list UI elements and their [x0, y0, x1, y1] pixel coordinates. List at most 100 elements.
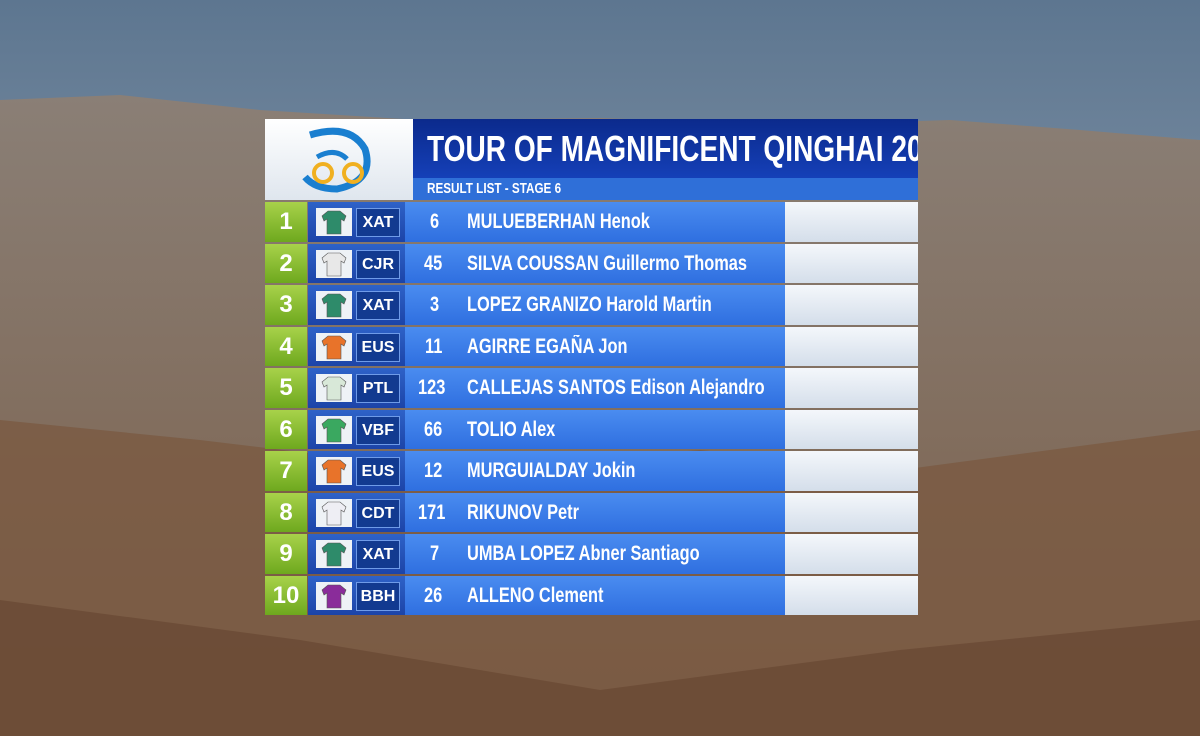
- rider-name: MULUEBERHAN Henok: [467, 202, 702, 242]
- result-row: 5 PTL 123 CALLEJAS SANTOS Edison Alejandro: [265, 368, 918, 408]
- bib: 123: [405, 368, 467, 408]
- subtitle: RESULT LIST - STAGE 6: [427, 180, 562, 197]
- jersey: [316, 415, 352, 444]
- rank: 1: [265, 202, 307, 242]
- rider-name: TOLIO Alex: [467, 410, 580, 450]
- result-cell: [785, 368, 918, 408]
- team-code: PTL: [356, 374, 400, 403]
- team-code: BBH: [356, 581, 400, 611]
- team-code: CJR: [356, 249, 400, 279]
- result-row: 6 VBF 66 TOLIO Alex: [265, 409, 918, 450]
- rider-name-text: TOLIO Alex: [467, 417, 556, 441]
- rider-name: CALLEJAS SANTOS Edison Alejandro: [467, 368, 849, 408]
- jersey: [316, 374, 352, 402]
- team-code: XAT: [356, 208, 400, 237]
- result-row: 4 EUS 11 AGIRRE EGAÑA Jon: [265, 326, 918, 367]
- jersey: [316, 208, 352, 236]
- result-cell: [785, 285, 918, 325]
- rider-name-text: RIKUNOV Petr: [467, 500, 579, 524]
- rank: 10: [265, 575, 307, 615]
- bib-number: 45: [424, 251, 443, 275]
- result-row: 8 CDT 171 RIKUNOV Petr: [265, 492, 918, 532]
- rider-name: LOPEZ GRANIZO Harold Martin: [467, 285, 781, 325]
- jersey: [316, 249, 352, 278]
- team-cell: XAT: [308, 534, 405, 574]
- rider-name: AGIRRE EGAÑA Jon: [467, 327, 673, 367]
- bib: 3: [405, 285, 467, 325]
- bib: 6: [405, 202, 467, 242]
- bib: 7: [405, 534, 467, 574]
- rank: 6: [265, 409, 307, 449]
- rank: 5: [265, 368, 307, 408]
- team-cell: XAT: [308, 202, 405, 242]
- bib-number: 66: [424, 417, 443, 441]
- jersey: [316, 581, 352, 610]
- team-code: VBF: [356, 415, 400, 445]
- result-row: 7 EUS 12 MURGUIALDAY Jokin: [265, 451, 918, 491]
- team-cell: XAT: [308, 285, 405, 325]
- result-cell: [785, 243, 918, 283]
- title: TOUR OF MAGNIFICENT QINGHAI 2025: [427, 128, 918, 169]
- rank: 4: [265, 326, 307, 366]
- team-cell: VBF: [308, 409, 405, 449]
- jersey: [316, 498, 352, 527]
- team-code: EUS: [356, 332, 400, 362]
- bib-number: 123: [418, 376, 446, 399]
- team-cell: CJR: [308, 243, 405, 283]
- rider-cell: 45 SILVA COUSSAN Guillermo Thomas: [405, 243, 785, 283]
- jersey: [316, 332, 352, 361]
- bib: 66: [405, 410, 467, 450]
- title-bar: TOUR OF MAGNIFICENT QINGHAI 2025: [413, 119, 918, 178]
- rider-name-text: MULUEBERHAN Henok: [467, 210, 650, 233]
- team-cell: EUS: [308, 326, 405, 366]
- rank: 8: [265, 492, 307, 532]
- rank: 7: [265, 451, 307, 491]
- rider-name: UMBA LOPEZ Abner Santiago: [467, 534, 765, 574]
- bib-number: 171: [418, 500, 446, 524]
- result-cell: [785, 534, 918, 574]
- rider-cell: 26 ALLENO Clement: [405, 575, 785, 616]
- result-cell: [785, 202, 918, 242]
- logo: [265, 119, 413, 200]
- bib-number: 12: [424, 459, 443, 482]
- result-row: 10 BBH 26 ALLENO Clement: [265, 575, 918, 616]
- result-cell: [785, 575, 918, 615]
- subtitle-bar: RESULT LIST - STAGE 6: [413, 178, 918, 200]
- team-cell: BBH: [308, 575, 405, 615]
- logo-icon: [302, 127, 371, 193]
- rider-cell: 3 LOPEZ GRANIZO Harold Martin: [405, 285, 785, 325]
- result-cell: [785, 492, 918, 532]
- rider-cell: 12 MURGUIALDAY Jokin: [405, 451, 785, 491]
- team-code: CDT: [356, 498, 400, 528]
- rider-cell: 123 CALLEJAS SANTOS Edison Alejandro: [405, 368, 785, 408]
- rider-name-text: CALLEJAS SANTOS Edison Alejandro: [467, 376, 765, 399]
- rider-name-text: UMBA LOPEZ Abner Santiago: [467, 542, 700, 565]
- rider-cell: 171 RIKUNOV Petr: [405, 492, 785, 532]
- rider-name-text: SILVA COUSSAN Guillermo Thomas: [467, 251, 748, 275]
- result-row: 2 CJR 45 SILVA COUSSAN Guillermo Thomas: [265, 243, 918, 283]
- result-cell: [785, 409, 918, 449]
- bib-number: 3: [430, 293, 440, 316]
- team-cell: EUS: [308, 451, 405, 491]
- rider-name-text: LOPEZ GRANIZO Harold Martin: [467, 293, 712, 316]
- rank: 3: [265, 285, 307, 325]
- bib: 26: [405, 576, 467, 616]
- team-cell: PTL: [308, 368, 405, 408]
- team-code: EUS: [356, 457, 400, 486]
- jersey: [316, 457, 352, 485]
- bib-number: 11: [424, 334, 443, 358]
- rider-cell: 11 AGIRRE EGAÑA Jon: [405, 326, 785, 367]
- jersey: [316, 540, 352, 568]
- header: TOUR OF MAGNIFICENT QINGHAI 2025 RESULT …: [265, 119, 918, 200]
- rank: 9: [265, 534, 307, 574]
- rider-name: ALLENO Clement: [467, 576, 642, 616]
- result-rows: 1 XAT 6 MULUEBERHAN Henok 2 CJR 45 SILVA COUSSA…: [265, 202, 918, 615]
- rider-cell: 66 TOLIO Alex: [405, 409, 785, 450]
- bib-number: 6: [430, 210, 440, 233]
- result-row: 9 XAT 7 UMBA LOPEZ Abner Santiago: [265, 534, 918, 574]
- rider-name-text: MURGUIALDAY Jokin: [467, 459, 636, 482]
- rider-name: MURGUIALDAY Jokin: [467, 451, 683, 491]
- bib: 11: [405, 327, 467, 367]
- bib: 12: [405, 451, 467, 491]
- result-row: 1 XAT 6 MULUEBERHAN Henok: [265, 202, 918, 242]
